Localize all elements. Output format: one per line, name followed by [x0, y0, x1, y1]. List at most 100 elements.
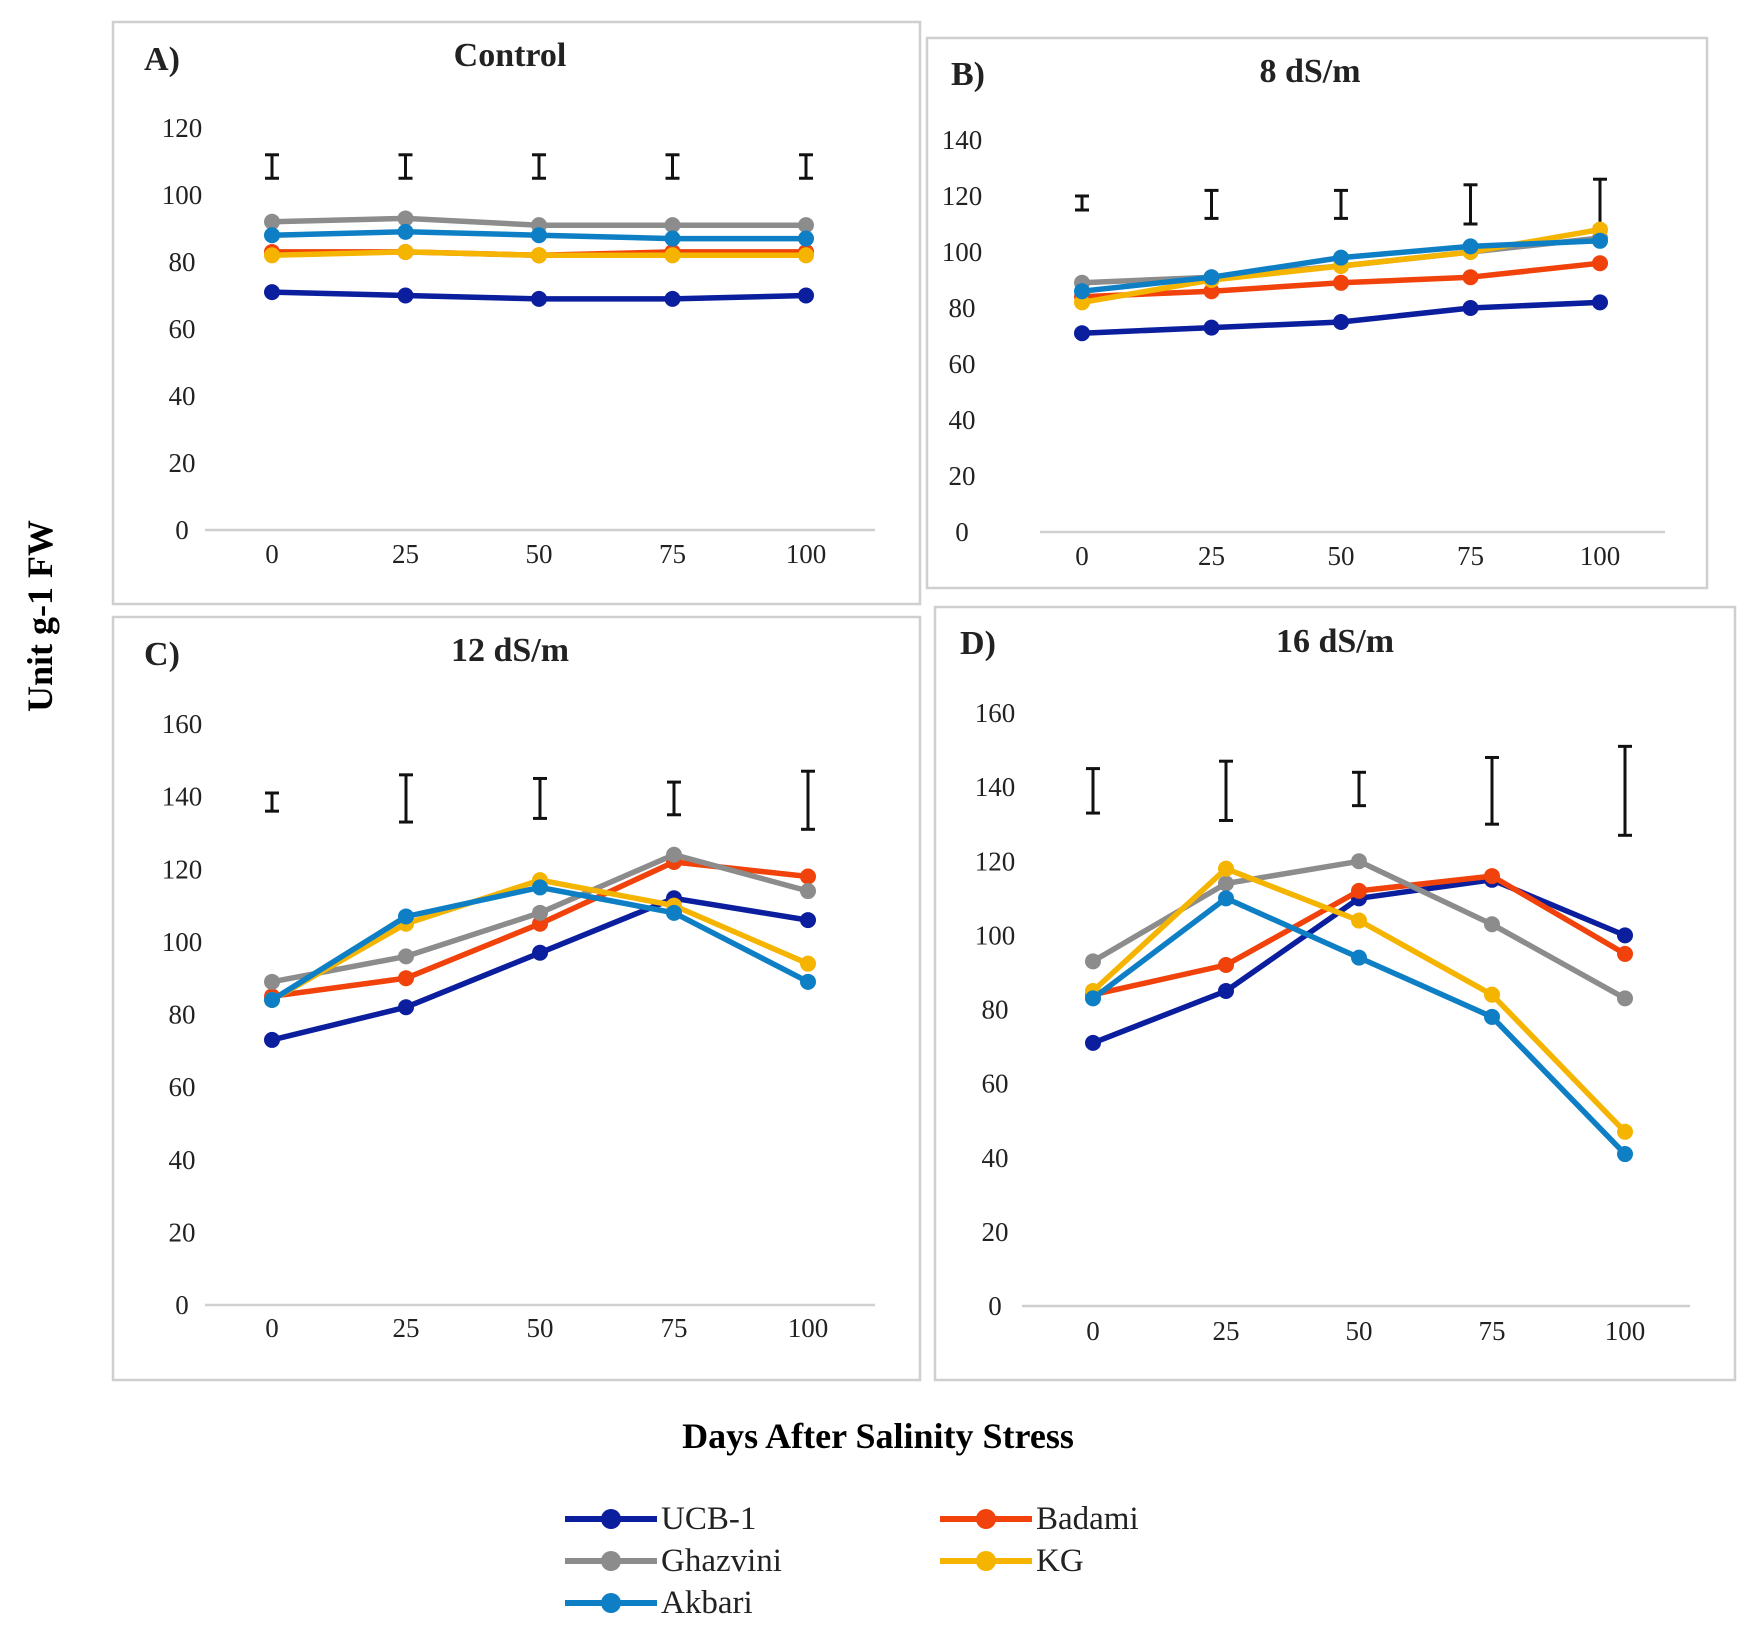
data-point-ghazvini [800, 883, 816, 900]
panel-title: 12 dS/m [451, 632, 569, 669]
legend: UCB-1 Badami Ghazvini KG Akbari [565, 1500, 1185, 1635]
y-tick-label: 80 [949, 293, 976, 323]
data-point-ghazvini [264, 213, 280, 230]
y-tick-label: 160 [162, 709, 203, 739]
x-tick-label: 100 [1580, 541, 1621, 571]
data-point-ghazvini [397, 210, 414, 227]
x-tick-label: 0 [265, 1313, 279, 1343]
data-point-ucb-1 [1462, 300, 1479, 316]
y-axis-label: Unit g-1 FW [20, 520, 60, 712]
data-point-kg [1074, 294, 1090, 311]
y-tick-label: 140 [162, 782, 203, 812]
x-tick-label: 100 [788, 1313, 829, 1343]
legend-label: Akbari [661, 1584, 753, 1621]
x-tick-label: 0 [1075, 541, 1089, 571]
data-point-badami [1218, 957, 1234, 974]
data-point-akbari [531, 227, 547, 244]
legend-item-badami: Badami [940, 1500, 1139, 1538]
y-tick-label: 60 [949, 349, 976, 379]
y-tick-label: 60 [982, 1069, 1009, 1099]
data-point-badami [1462, 269, 1479, 286]
legend-item-ghazvini: Ghazvini [565, 1542, 782, 1580]
data-point-akbari [1592, 232, 1608, 249]
data-point-ucb-1 [1592, 294, 1608, 311]
data-point-akbari [397, 223, 414, 240]
data-point-ucb-1 [398, 999, 414, 1016]
x-tick-label: 50 [527, 1313, 554, 1343]
data-point-kg [1617, 1123, 1633, 1140]
y-tick-label: 80 [169, 247, 196, 277]
data-point-ucb-1 [397, 287, 414, 304]
x-tick-label: 25 [1198, 541, 1225, 571]
y-tick-label: 80 [169, 1000, 196, 1030]
data-point-kg [1484, 986, 1500, 1003]
x-tick-label: 0 [265, 539, 279, 569]
y-tick-label: 20 [982, 1217, 1009, 1247]
panel-frame [933, 605, 1737, 1382]
legend-swatch [565, 1542, 657, 1580]
x-tick-label: 50 [526, 539, 553, 569]
panel-letter: D) [960, 625, 996, 662]
x-tick-label: 100 [1605, 1316, 1646, 1346]
data-point-akbari [264, 227, 280, 244]
data-point-akbari [532, 879, 548, 896]
data-point-kg [1351, 912, 1367, 929]
y-tick-label: 140 [975, 772, 1016, 802]
data-point-kg [800, 955, 816, 972]
x-tick-label: 75 [661, 1313, 688, 1343]
panel-title: 16 dS/m [1276, 623, 1394, 660]
data-point-ucb-1 [1218, 982, 1234, 999]
data-point-ucb-1 [798, 287, 814, 304]
data-point-akbari [1218, 890, 1234, 907]
panel-frame [111, 20, 922, 606]
x-tick-label: 25 [1213, 1316, 1240, 1346]
y-tick-label: 40 [982, 1143, 1009, 1173]
data-point-kg [397, 243, 414, 260]
data-point-badami [1617, 945, 1633, 962]
data-point-akbari [1351, 949, 1367, 966]
data-point-ucb-1 [664, 290, 681, 307]
data-point-akbari [1074, 283, 1090, 300]
x-tick-label: 0 [1086, 1316, 1100, 1346]
data-point-ghazvini [1085, 953, 1101, 970]
data-point-badami [1351, 882, 1367, 899]
y-tick-label: 120 [162, 854, 203, 884]
x-tick-label: 25 [392, 539, 419, 569]
y-tick-label: 0 [175, 1290, 189, 1320]
legend-item-ucb-1: UCB-1 [565, 1500, 756, 1538]
data-point-akbari [1333, 249, 1349, 266]
panel-frame [111, 615, 922, 1382]
y-tick-label: 100 [975, 920, 1016, 950]
data-point-ghazvini [666, 846, 682, 863]
panel-letter: B) [951, 56, 985, 93]
x-axis-label: Days After Salinity Stress [682, 1416, 1074, 1456]
legend-item-kg: KG [940, 1542, 1084, 1580]
data-point-ghazvini [798, 217, 814, 234]
data-point-akbari [664, 230, 681, 247]
legend-label: Ghazvini [661, 1542, 782, 1579]
data-point-ghazvini [1484, 916, 1500, 933]
data-point-ucb-1 [800, 912, 816, 929]
y-tick-label: 0 [988, 1291, 1002, 1321]
data-point-badami [1333, 274, 1349, 291]
data-point-ucb-1 [1085, 1034, 1101, 1051]
panel-letter: C) [144, 636, 180, 673]
legend-swatch [565, 1584, 657, 1622]
legend-swatch [940, 1542, 1032, 1580]
data-point-ghazvini [664, 217, 681, 234]
legend-swatch [940, 1500, 1032, 1538]
y-tick-label: 40 [169, 381, 196, 411]
x-tick-label: 75 [1457, 541, 1484, 571]
legend-item-akbari: Akbari [565, 1584, 753, 1622]
panel-title: Control [454, 37, 567, 74]
data-point-akbari [798, 230, 814, 247]
data-point-kg [1218, 860, 1234, 877]
data-point-akbari [666, 904, 682, 921]
y-tick-label: 40 [169, 1145, 196, 1175]
data-point-ghazvini [1351, 853, 1367, 870]
y-tick-label: 20 [169, 1217, 196, 1247]
data-point-ucb-1 [531, 290, 547, 307]
legend-swatch [565, 1500, 657, 1538]
y-tick-label: 120 [975, 846, 1016, 876]
